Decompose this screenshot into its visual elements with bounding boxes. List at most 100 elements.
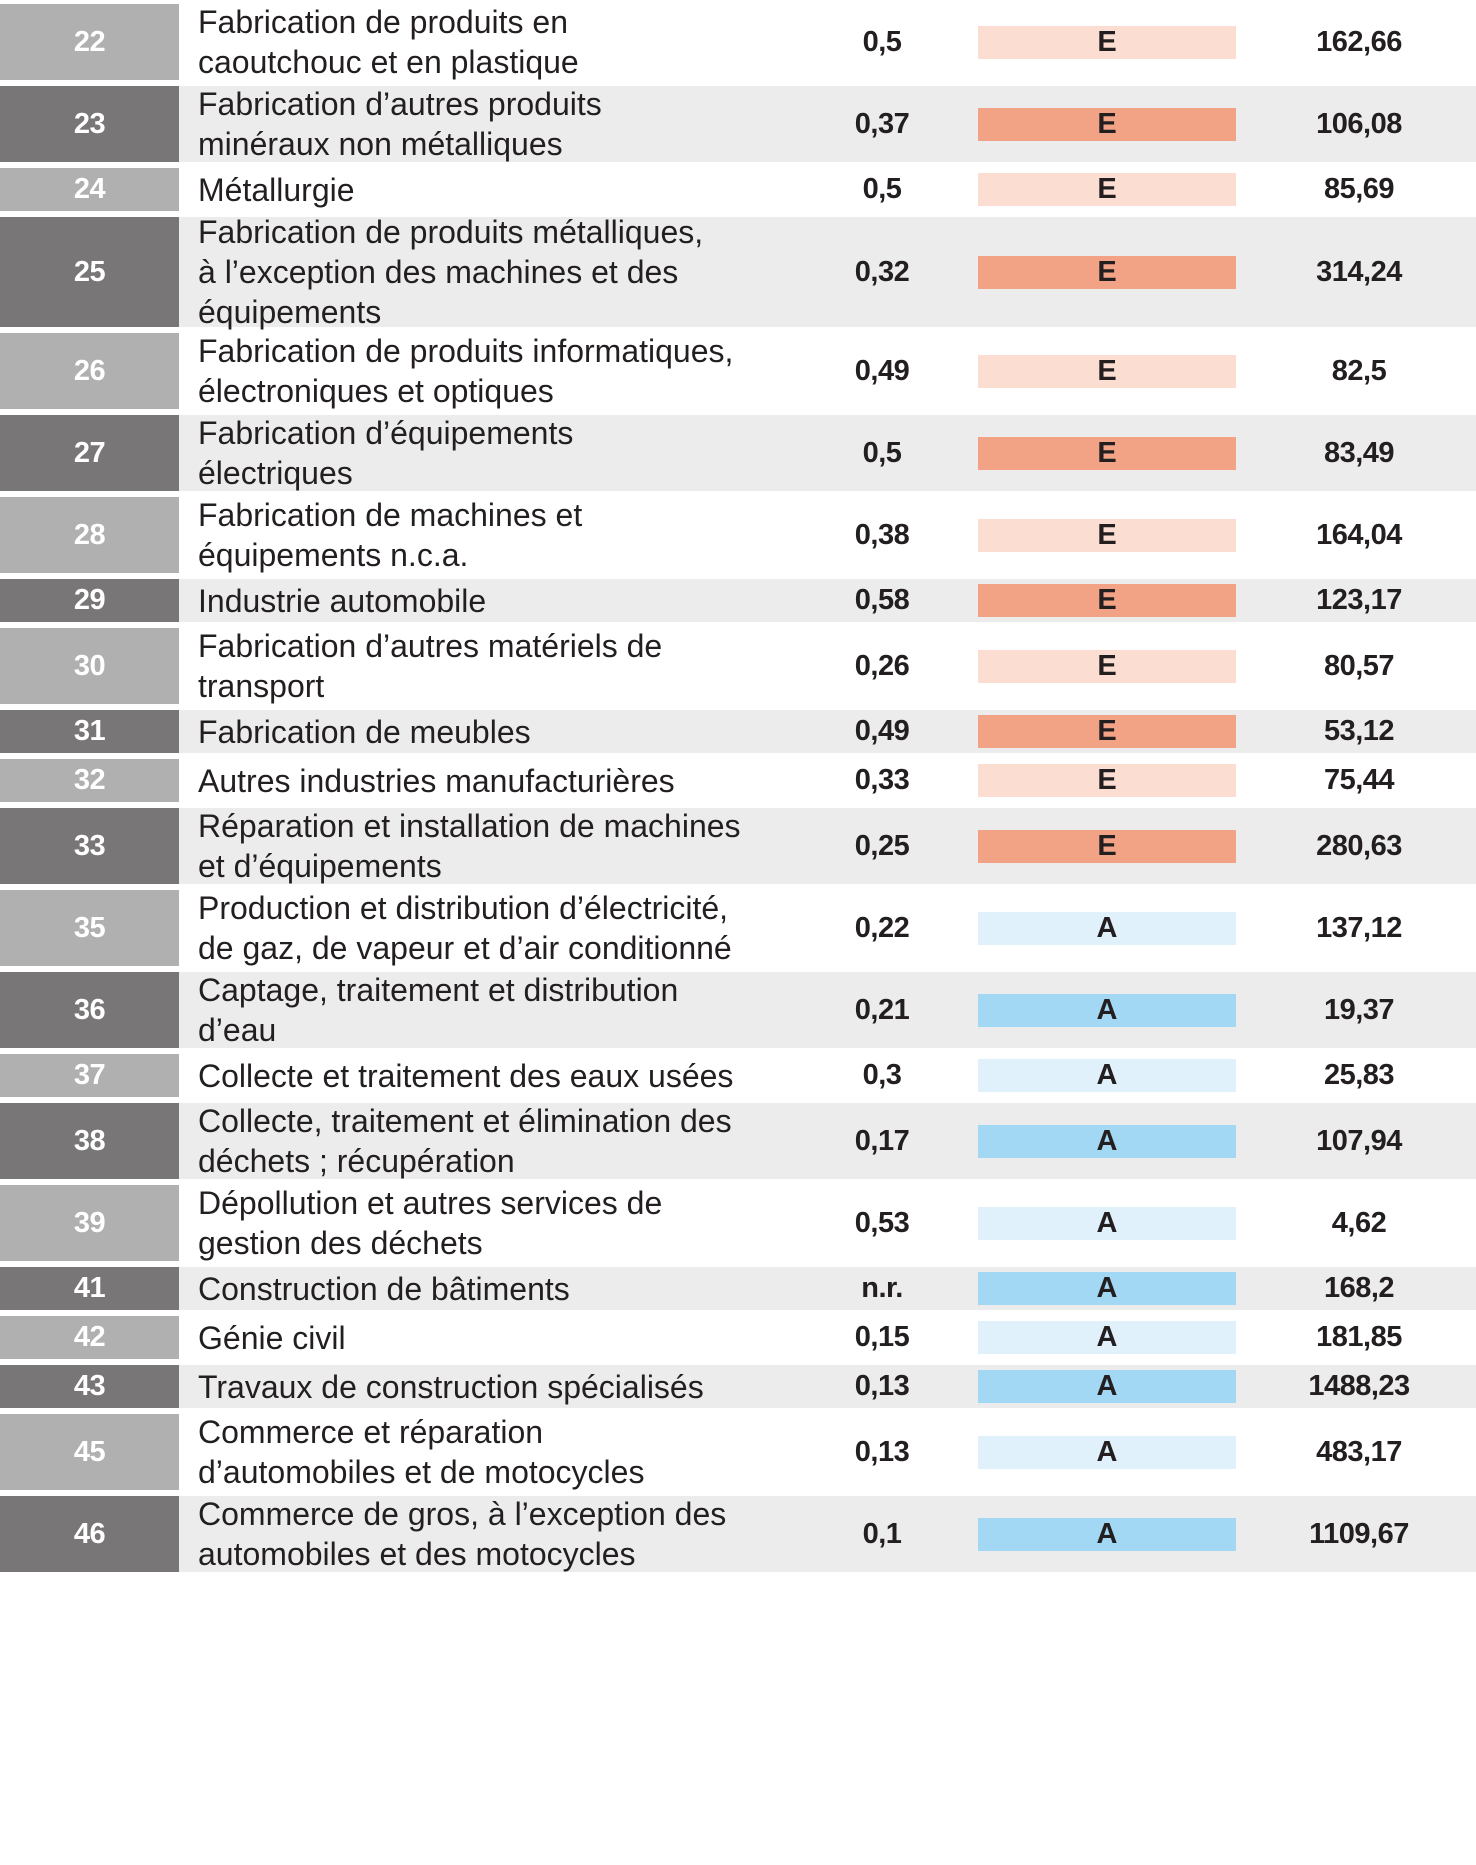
ratio-value: 0,49 [790, 333, 974, 409]
total-value: 80,57 [1242, 628, 1476, 704]
sector-code: 30 [0, 628, 179, 704]
sector-label: Industrie automobile [179, 579, 790, 622]
sector-label-line: minéraux non métalliques [198, 126, 563, 162]
sector-code: 41 [0, 1267, 179, 1310]
sector-table: 22 Fabrication de produits en caoutchouc e… [0, 4, 1476, 1578]
grade-badge: A [978, 1435, 1236, 1469]
sector-label-line: Fabrication de produits informatiques, [198, 333, 734, 369]
table-row: 25 Fabrication de produits métalliques, à … [0, 214, 1476, 333]
sector-code: 46 [0, 1496, 179, 1572]
sector-label: Production et distribution d’électricité… [179, 890, 790, 966]
ratio-value: 0,38 [790, 497, 974, 573]
ratio-value: 0,13 [790, 1414, 974, 1490]
sector-code: 23 [0, 86, 179, 162]
table-row: 33 Réparation et installation de machines… [0, 808, 1476, 890]
grade-badge: E [978, 584, 1236, 617]
total-value: 1109,67 [1242, 1496, 1476, 1572]
total-value: 25,83 [1242, 1054, 1476, 1097]
table-row: 46 Commerce de gros, à l’exception des aut… [0, 1496, 1476, 1578]
sector-code: 29 [0, 579, 179, 622]
total-value: 314,24 [1242, 217, 1476, 327]
sector-code: 25 [0, 217, 179, 327]
sector-code: 37 [0, 1054, 179, 1097]
grade-badge: E [978, 25, 1236, 59]
table-row: 24 Métallurgie 0,5 E 85,69 [0, 168, 1476, 217]
grade-badge: A [978, 993, 1236, 1027]
sector-label: Métallurgie [179, 168, 790, 211]
grade-badge: E [978, 715, 1236, 748]
sector-label-line: Fabrication de machines et [198, 497, 583, 533]
ratio-value: 0,5 [790, 168, 974, 211]
sector-code: 45 [0, 1414, 179, 1490]
sector-label: Fabrication de meubles [179, 710, 790, 753]
sector-label-line: électriques [198, 455, 353, 491]
table-row: 36 Captage, traitement et distribution d’e… [0, 972, 1476, 1054]
sector-label: Commerce et réparation d’automobiles et d… [179, 1414, 790, 1490]
sector-label-line: Travaux de construction spécialisés [198, 1368, 704, 1405]
total-value: 106,08 [1242, 86, 1476, 162]
total-value: 4,62 [1242, 1185, 1476, 1261]
table-row: 43 Travaux de construction spécialisés 0,1… [0, 1365, 1476, 1414]
sector-label: Fabrication d’équipements électriques [179, 415, 790, 491]
ratio-value: 0,5 [790, 4, 974, 80]
sector-code: 33 [0, 808, 179, 884]
ratio-value: 0,26 [790, 628, 974, 704]
ratio-value: 0,1 [790, 1496, 974, 1572]
total-value: 137,12 [1242, 890, 1476, 966]
sector-label-line: caoutchouc et en plastique [198, 44, 579, 80]
sector-code: 39 [0, 1185, 179, 1261]
sector-code: 27 [0, 415, 179, 491]
sector-label-line: électroniques et optiques [198, 373, 554, 409]
sector-code: 43 [0, 1365, 179, 1408]
table-row: 26 Fabrication de produits informatiques,… [0, 333, 1476, 415]
sector-code: 22 [0, 4, 179, 80]
sector-label-line: Collecte, traitement et élimination des [198, 1103, 732, 1139]
grade-badge: A [978, 1517, 1236, 1551]
grade-badge: A [978, 1370, 1236, 1403]
ratio-value: 0,13 [790, 1365, 974, 1408]
sector-label: Réparation et installation de machines et… [179, 808, 790, 884]
grade-badge: E [978, 173, 1236, 206]
ratio-value: 0,32 [790, 217, 974, 327]
grade-badge: E [978, 649, 1236, 683]
sector-label-line: Génie civil [198, 1319, 346, 1356]
sector-label: Fabrication de produits métalliques, à l’… [179, 214, 790, 330]
total-value: 280,63 [1242, 808, 1476, 884]
grade-badge: E [978, 518, 1236, 552]
table-row: 35 Production et distribution d’électrici… [0, 890, 1476, 972]
sector-label: Fabrication d’autres matériels de transpo… [179, 628, 790, 704]
grade-badge: A [978, 1124, 1236, 1158]
table-row: 42 Génie civil 0,15 A 181,85 [0, 1316, 1476, 1365]
sector-label-line: déchets ; récupération [198, 1143, 515, 1179]
table-row: 45 Commerce et réparation d’automobiles et… [0, 1414, 1476, 1496]
sector-label-line: à l’exception des machines et des [198, 254, 679, 290]
sector-label-line: Captage, traitement et distribution [198, 972, 679, 1008]
sector-label-line: Fabrication de meubles [198, 713, 531, 750]
sector-label-line: Autres industries manufacturières [198, 762, 675, 799]
grade-badge: E [978, 354, 1236, 388]
total-value: 83,49 [1242, 415, 1476, 491]
sector-label-line: Métallurgie [198, 171, 355, 208]
sector-label-line: Réparation et installation de machines [198, 808, 741, 844]
total-value: 1488,23 [1242, 1365, 1476, 1408]
grade-badge: A [978, 1321, 1236, 1354]
table-row: 27 Fabrication d’équipements électriques 0,… [0, 415, 1476, 497]
sector-label-line: Fabrication d’autres produits [198, 86, 602, 122]
sector-code: 26 [0, 333, 179, 409]
ratio-value: 0,5 [790, 415, 974, 491]
sector-label-line: Construction de bâtiments [198, 1270, 570, 1307]
table-row: 28 Fabrication de machines et équipements … [0, 497, 1476, 579]
sector-code: 28 [0, 497, 179, 573]
table-row: 22 Fabrication de produits en caoutchouc e… [0, 4, 1476, 86]
sector-label: Construction de bâtiments [179, 1267, 790, 1310]
table-row: 38 Collecte, traitement et élimination de… [0, 1103, 1476, 1185]
total-value: 162,66 [1242, 4, 1476, 80]
sector-label: Génie civil [179, 1316, 790, 1359]
sector-label: Travaux de construction spécialisés [179, 1365, 790, 1408]
total-value: 75,44 [1242, 759, 1476, 802]
table-row: 39 Dépollution et autres services de gesti… [0, 1185, 1476, 1267]
sector-label: Fabrication d’autres produits minéraux no… [179, 86, 790, 162]
sector-label: Fabrication de produits informatiques, él… [179, 333, 790, 409]
grade-badge: E [978, 436, 1236, 470]
total-value: 107,94 [1242, 1103, 1476, 1179]
